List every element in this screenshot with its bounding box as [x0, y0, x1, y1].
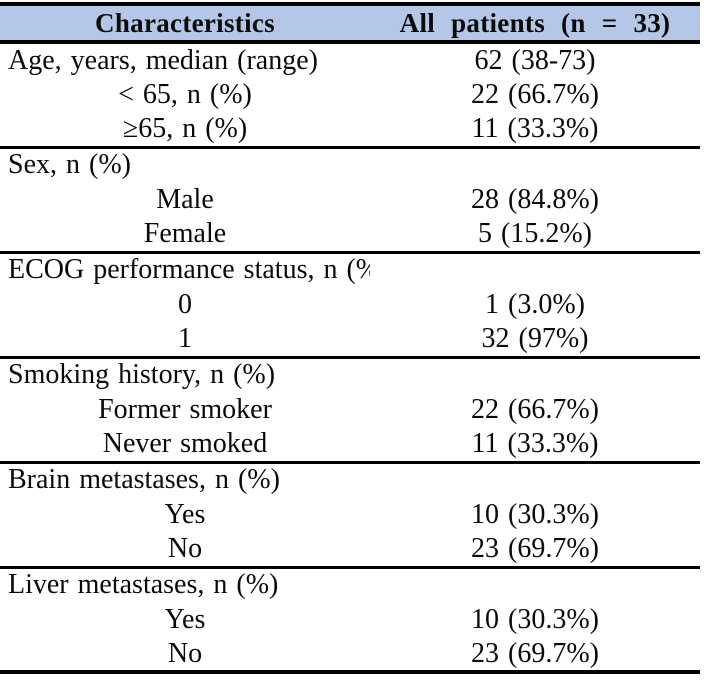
table-row: Brain metastases, n (%): [0, 460, 700, 497]
characteristic-label: 0: [178, 288, 192, 320]
table-row: Sex, n (%): [0, 145, 700, 182]
table-row: Male 28 (84.8%): [0, 182, 700, 217]
characteristic-label: Sex, n (%): [0, 145, 370, 182]
patient-characteristics-table: Characteristics All patients (n = 33) Ag…: [0, 2, 700, 674]
table-row: 1 32 (97%): [0, 322, 700, 357]
characteristic-value: 11 (33.3%): [471, 112, 599, 144]
characteristic-value: 10 (30.3%): [471, 603, 599, 635]
table-row: ECOG performance status, n (%): [0, 250, 700, 287]
table-row: < 65, n (%) 22 (66.7%): [0, 77, 700, 112]
table-row: Former smoker 22 (66.7%): [0, 392, 700, 427]
table-row: 0 1 (3.0%): [0, 287, 700, 322]
characteristic-value: 23 (69.7%): [471, 532, 599, 564]
header-row: Characteristics All patients (n = 33): [0, 4, 700, 44]
characteristic-value: [370, 565, 700, 602]
characteristic-label: Smoking history, n (%): [0, 355, 370, 392]
characteristic-label: ≥65, n (%): [122, 112, 248, 144]
header-characteristics: Characteristics: [0, 4, 370, 44]
characteristic-value: 1 (3.0%): [485, 288, 585, 320]
characteristic-label: < 65, n (%): [118, 78, 252, 110]
characteristic-value: [370, 145, 700, 182]
characteristic-value: 11 (33.3%): [471, 427, 599, 459]
characteristic-value: [370, 355, 700, 392]
table-header: Characteristics All patients (n = 33): [0, 4, 700, 44]
table-row: Yes 10 (30.3%): [0, 602, 700, 637]
table-row: No 23 (69.7%): [0, 532, 700, 567]
characteristic-label: No: [167, 637, 203, 669]
characteristic-value: 28 (84.8%): [471, 183, 599, 215]
characteristic-label: Former smoker: [98, 393, 272, 425]
characteristic-value: 5 (15.2%): [478, 217, 592, 249]
characteristic-label: ECOG performance status, n (%): [0, 250, 370, 287]
characteristic-value: 22 (66.7%): [471, 393, 599, 425]
characteristic-label: No: [167, 532, 203, 564]
table-body: Age, years, median (range) 62 (38-73) < …: [0, 42, 700, 672]
table-row: Never smoked 11 (33.3%): [0, 427, 700, 462]
characteristic-label: Yes: [164, 603, 206, 635]
characteristic-label: Liver metastases, n (%): [0, 565, 370, 602]
characteristic-label: Male: [156, 183, 214, 215]
characteristic-value: 62 (38-73): [474, 44, 596, 76]
table-row: Yes 10 (30.3%): [0, 497, 700, 532]
characteristic-label: 1: [178, 322, 192, 354]
table-row: Female 5 (15.2%): [0, 217, 700, 252]
characteristic-label: Female: [143, 217, 227, 249]
table-row: ≥65, n (%) 11 (33.3%): [0, 112, 700, 147]
table-row: Liver metastases, n (%): [0, 565, 700, 602]
characteristic-value: [370, 460, 700, 497]
characteristic-label: Age, years, median (range): [8, 44, 318, 76]
characteristic-label: Never smoked: [102, 427, 268, 459]
characteristic-value: 10 (30.3%): [471, 498, 599, 530]
table-row: No 23 (69.7%): [0, 637, 700, 672]
header-all-patients: All patients (n = 33): [370, 4, 700, 44]
characteristic-value: 22 (66.7%): [471, 78, 599, 110]
table-row: Age, years, median (range) 62 (38-73): [0, 42, 700, 77]
characteristic-value: [370, 250, 700, 287]
characteristic-label: Yes: [164, 498, 206, 530]
characteristic-value: 23 (69.7%): [471, 637, 599, 669]
characteristic-value: 32 (97%): [481, 322, 589, 354]
characteristic-label: Brain metastases, n (%): [0, 460, 370, 497]
table-row: Smoking history, n (%): [0, 355, 700, 392]
